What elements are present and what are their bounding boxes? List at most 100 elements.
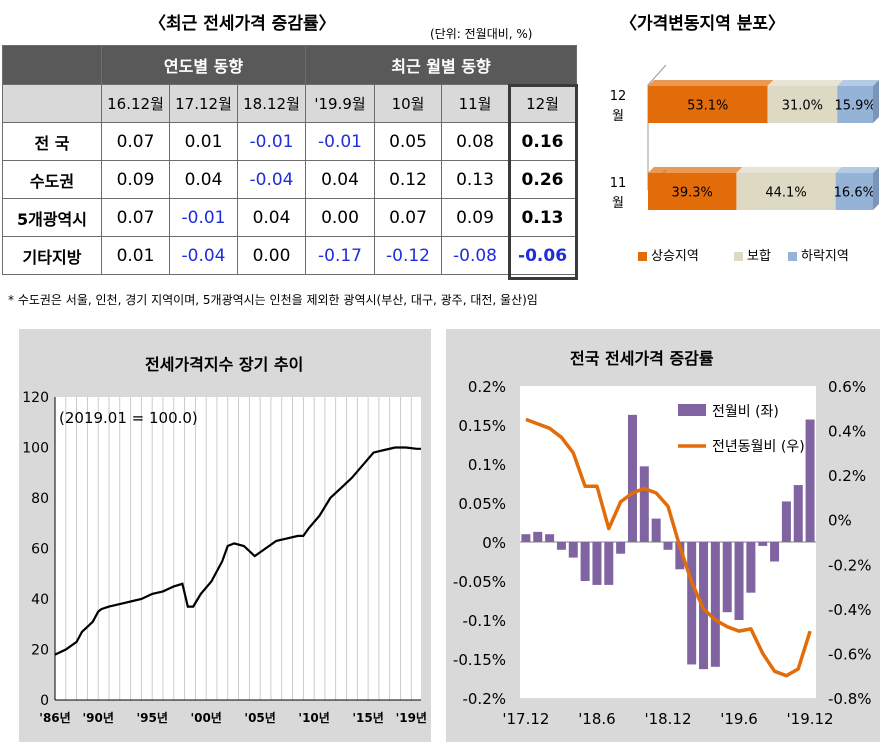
change-chart-title: 전국 전세가격 증감률 <box>570 349 714 368</box>
plot-area <box>55 397 421 700</box>
bar <box>663 542 673 550</box>
y-right-tick-label: 0.4% <box>828 423 866 441</box>
footnote: * 수도권은 서울, 인천, 경기 지역이며, 5개광역시는 인천을 제외한 광… <box>8 293 538 307</box>
y-left-tick-label: 0.2% <box>468 378 506 396</box>
bar-side <box>873 80 879 123</box>
bar <box>627 414 637 542</box>
row-label: 5개광역시 <box>2 198 102 237</box>
column-header: '19.9월 <box>305 84 376 123</box>
legend-rise: 상승지역 <box>638 245 699 264</box>
y-left-tick-label: -0.2% <box>462 690 506 708</box>
legend-bar-swatch <box>678 404 706 416</box>
bar-segment-top <box>736 167 842 173</box>
wall-line <box>647 64 667 190</box>
table-cell: -0.01 <box>236 122 307 161</box>
bar-segment <box>648 86 768 123</box>
y-right-tick-label: -0.4% <box>828 601 872 619</box>
table-row: 기타지방 0.01 -0.04 0.00 -0.17 -0.12 -0.08 -… <box>2 236 578 275</box>
table-cell: 0.08 <box>441 122 510 161</box>
december-highlight-box <box>508 84 578 280</box>
bar <box>533 531 543 542</box>
table-cell: 0.12 <box>374 160 443 199</box>
table-cell: 0.04 <box>236 198 307 237</box>
y-left-tick-label: -0.15% <box>453 651 506 669</box>
change-chart: 0.2% 0.15% 0.1% 0.05% 0% -0.05% -0.1% -0.15% -0.… <box>453 378 872 728</box>
x-tick-label: '15년 <box>352 711 383 725</box>
bar-segment-label: 16.6% <box>834 186 875 201</box>
table-cell: 0.04 <box>305 160 376 199</box>
table-cell: -0.01 <box>305 122 376 161</box>
bar-segment-top <box>835 167 879 173</box>
row-label: 수도권 <box>2 160 102 199</box>
table-cell: 0.09 <box>101 160 170 199</box>
group-header-yearly: 연도별 동향 <box>100 45 307 85</box>
bar <box>568 542 578 558</box>
bar <box>521 534 531 542</box>
table-row: 5개광역시 0.07 -0.01 0.04 0.00 0.07 0.09 0.1… <box>2 198 578 237</box>
bar-segment-label: 44.1% <box>765 186 806 201</box>
y-tick-label: 0 <box>40 693 49 709</box>
bar-segment-label: 53.1% <box>687 99 728 114</box>
y-tick-label: 80 <box>31 491 49 507</box>
category-label: 월 <box>612 109 624 124</box>
bar <box>639 466 649 542</box>
legend-bar-label: 전월비 (좌) <box>712 404 779 420</box>
table-cell: 0.07 <box>374 198 443 237</box>
table-cell: 0.00 <box>236 236 307 275</box>
yoy-line <box>525 417 812 678</box>
bar-segment-top <box>648 167 743 173</box>
table-cell: 0.09 <box>441 198 510 237</box>
category-label: 월 <box>612 196 624 211</box>
bar-segment-label: 39.3% <box>672 186 713 201</box>
bar <box>616 542 626 554</box>
category-label: 12 <box>610 89 627 104</box>
table-column-header-row: 16.12월 17.12월 18.12월 '19.9월 10월 11월 12월 <box>2 84 578 123</box>
table-cell-december: 0.26 <box>508 160 578 199</box>
column-header: 17.12월 <box>169 84 238 123</box>
x-tick-label: '17.12 <box>502 710 549 728</box>
table-cell: 0.05 <box>374 122 443 161</box>
x-tick-label: '86년 <box>39 711 70 725</box>
bar-segment-top <box>767 80 844 86</box>
x-tick-label: '05년 <box>244 711 275 725</box>
column-header: 12월 <box>508 84 578 123</box>
y-left-tick-label: -0.1% <box>462 612 506 630</box>
table-group-header-row: 연도별 동향 최근 월별 동향 <box>2 45 578 85</box>
bar <box>675 542 685 570</box>
y-tick-label: 60 <box>31 542 49 558</box>
table-cell: 0.00 <box>305 198 376 237</box>
y-tick-label: 100 <box>22 441 49 457</box>
y-tick-label: 40 <box>31 592 49 608</box>
table-cell: 0.07 <box>101 122 170 161</box>
y-right-tick-label: -0.2% <box>828 556 872 574</box>
bar <box>710 542 720 667</box>
legend-flat: 보합 <box>734 245 771 264</box>
legend-flat-swatch <box>734 252 743 261</box>
bar <box>746 542 756 593</box>
unit-label: (단위: 전월대비, %) <box>430 27 533 41</box>
group-header-monthly: 최근 월별 동향 <box>305 45 578 85</box>
y-right-tick-label: -0.8% <box>828 690 872 708</box>
legend-fall: 하락지역 <box>788 245 849 264</box>
bar <box>781 501 791 542</box>
column-header: 10월 <box>374 84 443 123</box>
bar <box>651 518 661 542</box>
bar <box>545 534 555 542</box>
legend-rise-swatch <box>638 252 647 261</box>
x-tick-label: '00년 <box>190 711 221 725</box>
table-cell: -0.17 <box>305 236 376 275</box>
table-cell: 0.07 <box>101 198 170 237</box>
table-cell: 0.01 <box>169 122 238 161</box>
bar-segment <box>648 173 737 210</box>
price-change-table: 연도별 동향 최근 월별 동향 16.12월 17.12월 18.12월 '19… <box>2 45 578 275</box>
y-left-tick-label: 0.15% <box>458 417 506 435</box>
column-header: 11월 <box>441 84 510 123</box>
column-header: 18.12월 <box>236 84 307 123</box>
index-chart-title: 전세가격지수 장기 추이 <box>145 355 304 374</box>
bar <box>580 542 590 581</box>
table-cell: -0.08 <box>441 236 510 275</box>
x-tick-label: '95년 <box>136 711 167 725</box>
category-label: 11 <box>610 176 627 191</box>
x-tick-label: '18.12 <box>644 710 691 728</box>
table-cell: 0.04 <box>169 160 238 199</box>
